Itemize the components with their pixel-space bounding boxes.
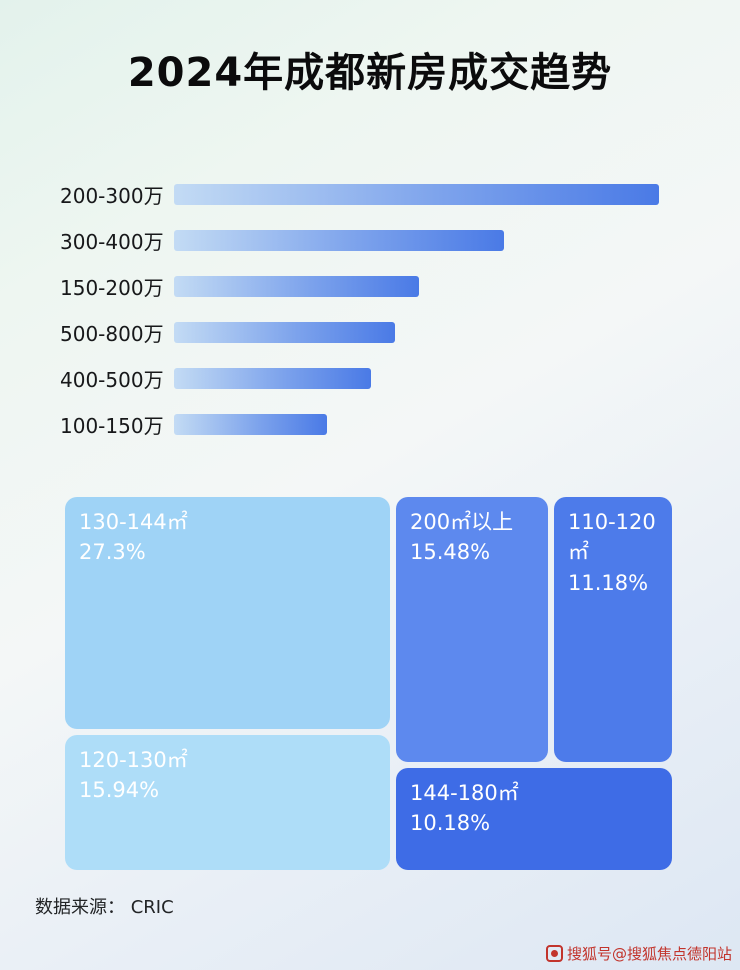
- bar: [174, 183, 659, 205]
- watermark-text: 搜狐号@搜狐焦点德阳站: [566, 945, 732, 963]
- page-title: 2024年成都新房成交趋势: [127, 50, 613, 96]
- sohu-logo-icon: [545, 945, 563, 962]
- tile-percent: 15.48%: [410, 540, 491, 565]
- bar-label: 100-150万: [60, 413, 164, 438]
- bar-row: 500-800万: [60, 320, 740, 346]
- bar-chart: 200-300万 300-400万 150-200万 500-800万 400-…: [60, 182, 740, 438]
- treemap-tile: 200㎡以上 15.48%: [396, 497, 548, 762]
- tile-percent: 11.18%: [568, 570, 649, 595]
- bar-row: 400-500万: [60, 366, 740, 392]
- treemap: 130-144㎡ 27.3% 120-130㎡ 15.94% 200㎡以上 15…: [65, 497, 672, 870]
- treemap-tile: 110-120㎡ 11.18%: [554, 497, 672, 762]
- tile-percent: 27.3%: [79, 540, 146, 565]
- bar: [174, 275, 419, 297]
- tile-label: 130-144㎡: [79, 510, 188, 534]
- tile-percent: 15.94%: [79, 778, 160, 803]
- bar-row: 300-400万: [60, 228, 740, 254]
- bar-row: 150-200万: [60, 274, 740, 300]
- bar-row: 100-150万: [60, 412, 740, 438]
- bar-label: 300-400万: [60, 229, 164, 254]
- bar: [174, 321, 395, 343]
- bar: [174, 367, 371, 389]
- tile-label: 144-180㎡: [410, 781, 519, 805]
- bar-label: 500-800万: [60, 321, 164, 346]
- treemap-tile: 120-130㎡ 15.94%: [65, 735, 390, 870]
- bar-label: 150-200万: [60, 275, 164, 300]
- watermark: 搜狐号@搜狐焦点德阳站: [545, 943, 732, 964]
- tile-percent: 10.18%: [410, 811, 491, 836]
- tile-label: 200㎡以上: [410, 510, 514, 534]
- tile-label: 120-130㎡: [79, 748, 188, 772]
- treemap-tile: 144-180㎡ 10.18%: [396, 768, 672, 870]
- bar-label: 200-300万: [60, 183, 164, 208]
- bar: [174, 229, 504, 251]
- bar-row: 200-300万: [60, 182, 740, 208]
- tile-label: 110-120㎡: [568, 510, 656, 565]
- data-source-label: 数据来源： CRIC: [35, 897, 174, 918]
- bar: [174, 413, 327, 435]
- treemap-tile: 130-144㎡ 27.3%: [65, 497, 390, 729]
- bar-label: 400-500万: [60, 367, 164, 392]
